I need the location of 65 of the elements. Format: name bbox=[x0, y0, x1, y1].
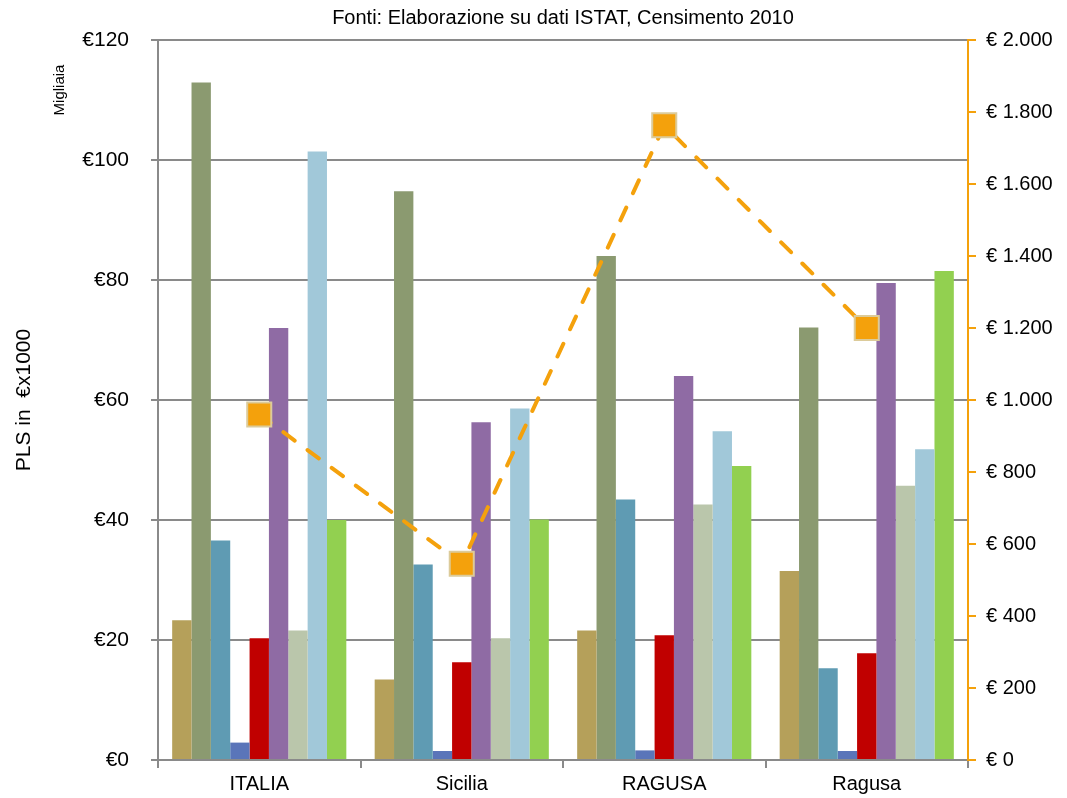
x-tick-label: ITALIA bbox=[229, 771, 290, 794]
x-tick-label: Sicilia bbox=[435, 771, 489, 794]
x-tick-label: Ragusa bbox=[832, 771, 903, 794]
bar bbox=[596, 256, 616, 759]
y2-tick-label: € 1.000 bbox=[986, 387, 1053, 410]
y2-tick-label: € 1.800 bbox=[986, 99, 1053, 122]
y-tick-label: €0 bbox=[105, 746, 129, 770]
y2-tick-label: € 800 bbox=[986, 459, 1037, 482]
bar bbox=[934, 271, 954, 759]
bar bbox=[857, 653, 877, 759]
y-tick-label: €20 bbox=[93, 626, 129, 650]
point bbox=[651, 112, 678, 139]
bar bbox=[172, 620, 192, 759]
y2-tick-label: € 600 bbox=[986, 531, 1037, 554]
bar bbox=[432, 751, 453, 759]
bar bbox=[731, 466, 752, 759]
bar bbox=[268, 328, 289, 759]
bar bbox=[818, 668, 838, 759]
y-tick-label: €40 bbox=[93, 506, 129, 530]
y2-tick-label: € 0 bbox=[986, 747, 1014, 770]
bar bbox=[837, 751, 858, 759]
bar bbox=[191, 82, 211, 759]
bar bbox=[876, 283, 896, 759]
point bbox=[246, 401, 273, 428]
bar bbox=[577, 630, 597, 759]
y-tick-label: €80 bbox=[93, 266, 129, 290]
bar bbox=[210, 540, 231, 759]
bar bbox=[529, 519, 549, 759]
y2-tick-label: € 200 bbox=[986, 675, 1037, 698]
y-tick-label: €100 bbox=[82, 146, 129, 170]
bar bbox=[799, 327, 819, 759]
y2-tick-label: € 2.000 bbox=[986, 27, 1053, 50]
y2-tick-label: € 1.200 bbox=[986, 315, 1053, 338]
bar bbox=[374, 679, 395, 759]
bar bbox=[471, 422, 491, 759]
bar bbox=[413, 564, 433, 759]
text: Migliaia bbox=[50, 63, 68, 116]
point bbox=[448, 550, 475, 577]
bar bbox=[452, 662, 472, 759]
y2-tick-label: € 1.400 bbox=[986, 243, 1053, 266]
y2-tick-label: € 400 bbox=[986, 603, 1037, 626]
bar bbox=[490, 638, 511, 759]
x-tick-label: RAGUSA bbox=[622, 771, 708, 794]
bar bbox=[288, 630, 308, 759]
bar bbox=[654, 635, 674, 759]
bar bbox=[394, 191, 414, 759]
bar bbox=[326, 520, 347, 759]
bar bbox=[779, 571, 800, 759]
point bbox=[853, 314, 880, 342]
bar bbox=[693, 504, 713, 759]
y-tick-label: €120 bbox=[82, 26, 129, 50]
y2-tick-label: € 1.600 bbox=[986, 171, 1053, 194]
y-axis-title: PLS in €x1000 bbox=[11, 328, 35, 472]
text: Fonti: Elaborazione su dati ISTAT, Censimento 2010 bbox=[332, 5, 794, 28]
bar bbox=[712, 431, 732, 759]
bar bbox=[895, 485, 916, 759]
bar bbox=[635, 750, 655, 759]
y-tick-label: €60 bbox=[93, 386, 129, 410]
bar bbox=[510, 408, 530, 759]
bar bbox=[615, 499, 636, 759]
bar bbox=[307, 151, 327, 759]
bar bbox=[915, 449, 935, 759]
bar bbox=[230, 742, 250, 759]
bar bbox=[673, 376, 694, 759]
bar bbox=[249, 638, 269, 759]
